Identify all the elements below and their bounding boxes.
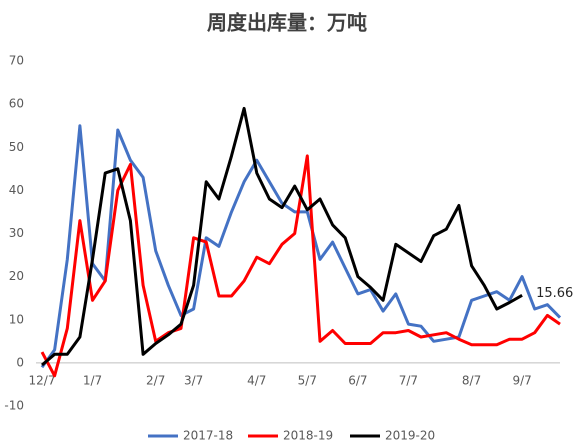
- chart-title: 周度出库量：万吨: [207, 11, 367, 35]
- y-tick-label: 40: [9, 183, 24, 197]
- legend-label: 2019-20: [385, 429, 435, 443]
- series-line: [40, 154, 561, 378]
- y-tick-label: 10: [9, 312, 24, 326]
- y-tick-label: 50: [9, 140, 24, 154]
- y-tick-label: 30: [9, 226, 24, 240]
- legend-label: 2018-19: [283, 429, 333, 443]
- x-tick-label: 7/7: [399, 373, 418, 387]
- y-tick-label: -10: [4, 399, 24, 413]
- x-tick-label: 4/7: [247, 373, 266, 387]
- series-line: [40, 124, 562, 369]
- y-tick-label: 60: [9, 97, 24, 111]
- x-tick-label: 3/7: [184, 373, 203, 387]
- y-tick-label: 0: [16, 355, 24, 369]
- x-tick-label: 8/7: [462, 373, 481, 387]
- x-tick-label: 9/7: [512, 373, 531, 387]
- x-tick-label: 1/7: [83, 373, 102, 387]
- y-tick-label: 70: [9, 54, 24, 68]
- x-tick-label: 6/7: [348, 373, 367, 387]
- x-tick-label: 2/7: [146, 373, 165, 387]
- x-tick-label: 12/7: [29, 373, 56, 387]
- x-tick-label: 5/7: [298, 373, 317, 387]
- series-line: [41, 106, 523, 367]
- y-tick-label: 20: [9, 269, 24, 283]
- data-label: 15.66: [536, 286, 573, 301]
- legend-label: 2017-18: [183, 429, 233, 443]
